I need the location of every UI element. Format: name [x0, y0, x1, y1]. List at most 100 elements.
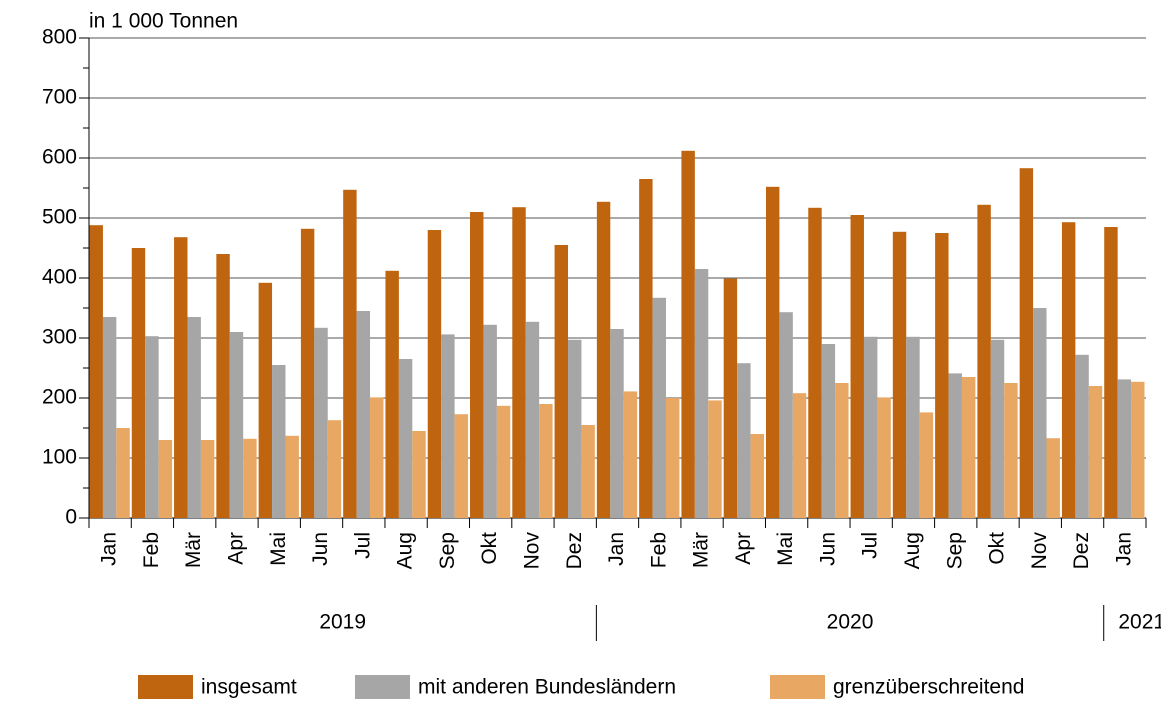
- bar: [131, 248, 146, 518]
- x-tick-label: Jan: [1112, 532, 1135, 566]
- x-tick-label: Okt: [986, 532, 1009, 565]
- bar: [665, 398, 680, 518]
- bar: [300, 228, 315, 519]
- bar: [779, 312, 793, 518]
- bar: [737, 363, 751, 518]
- y-tick-label: 200: [42, 386, 77, 409]
- bar: [187, 317, 201, 518]
- bar: [525, 321, 540, 518]
- x-tick-label: Nov: [1028, 532, 1051, 570]
- y-tick-label: 500: [42, 206, 77, 229]
- x-tick-label: Feb: [140, 532, 163, 568]
- y-tick-label: 400: [42, 266, 77, 289]
- bar: [539, 404, 553, 518]
- x-tick-label: Nov: [520, 532, 543, 570]
- bar: [723, 278, 738, 518]
- y-tick-label: 300: [42, 326, 77, 349]
- x-tick-label: Mai: [774, 532, 797, 566]
- bar: [935, 233, 949, 518]
- bar: [258, 282, 273, 518]
- bar: [370, 397, 384, 518]
- bar: [892, 231, 907, 519]
- x-tick-label: Apr: [732, 532, 755, 565]
- bar: [623, 391, 638, 518]
- x-tick-label: Mär: [690, 532, 713, 568]
- bar: [948, 373, 962, 518]
- bar: [272, 365, 286, 518]
- bar: [483, 324, 497, 518]
- bar: [863, 336, 878, 518]
- bar: [158, 440, 173, 518]
- y-tick-label: 700: [42, 86, 77, 109]
- bar: [116, 428, 130, 518]
- x-tick-label: Jan: [98, 532, 121, 566]
- bar: [1033, 308, 1047, 518]
- bar: [102, 317, 117, 518]
- bar: [314, 327, 328, 518]
- bar: [1075, 354, 1089, 518]
- legend-swatch: [138, 675, 193, 699]
- x-tick-label: Aug: [901, 532, 924, 569]
- bar: [512, 207, 526, 518]
- bar: [961, 377, 976, 518]
- x-tick-label: Dez: [1070, 532, 1093, 569]
- bar: [200, 440, 215, 518]
- bar: [343, 189, 357, 519]
- bar: [398, 359, 413, 518]
- bar: [877, 397, 891, 518]
- year-label: 2020: [827, 611, 874, 634]
- bar: [835, 383, 849, 518]
- y-tick-label: 0: [65, 506, 77, 529]
- bar: [441, 334, 455, 518]
- x-tick-label: Jun: [309, 532, 332, 566]
- bar: [1019, 168, 1034, 518]
- bar: [639, 179, 653, 518]
- bar: [906, 336, 920, 518]
- bar: [581, 425, 595, 518]
- bar: [1046, 438, 1060, 518]
- bar: [427, 230, 442, 518]
- legend-swatch: [355, 675, 410, 699]
- bar: [681, 150, 695, 519]
- bar: [568, 339, 582, 518]
- bar: [919, 412, 934, 518]
- x-tick-label: Apr: [225, 532, 248, 565]
- bar: [708, 400, 722, 518]
- bar: [977, 204, 991, 519]
- bar: [285, 435, 299, 518]
- bar: [174, 237, 188, 518]
- x-tick-label: Jan: [605, 532, 628, 566]
- x-tick-label: Dez: [563, 532, 586, 569]
- legend-label: mit anderen Bundesländern: [418, 676, 676, 699]
- bar: [89, 225, 103, 518]
- bar: [1088, 386, 1103, 518]
- legend-label: insgesamt: [201, 676, 297, 699]
- bar: [385, 270, 399, 518]
- bar: [554, 245, 569, 518]
- y-tick-label: 800: [42, 26, 77, 49]
- year-label: 2021: [1118, 611, 1161, 634]
- bar: [694, 269, 709, 518]
- bar: [145, 336, 159, 518]
- x-tick-label: Mai: [267, 532, 290, 566]
- x-tick-label: Jun: [816, 532, 839, 566]
- legend-label: grenzüberschreitend: [833, 676, 1024, 699]
- x-tick-label: Feb: [647, 532, 670, 568]
- bar: [808, 207, 822, 519]
- bar: [652, 297, 666, 518]
- y-tick-label: 100: [42, 446, 77, 469]
- bar: [1117, 379, 1132, 518]
- bar: [412, 431, 426, 518]
- bar: [750, 434, 764, 518]
- bar: [821, 344, 836, 518]
- x-tick-label: Sep: [943, 532, 966, 569]
- x-tick-label: Sep: [436, 532, 459, 569]
- x-tick-label: Mär: [182, 532, 205, 568]
- bar: [1131, 381, 1145, 518]
- bar: [990, 339, 1005, 518]
- year-label: 2019: [319, 611, 366, 634]
- legend-swatch: [770, 675, 825, 699]
- x-tick-label: Jul: [351, 532, 374, 559]
